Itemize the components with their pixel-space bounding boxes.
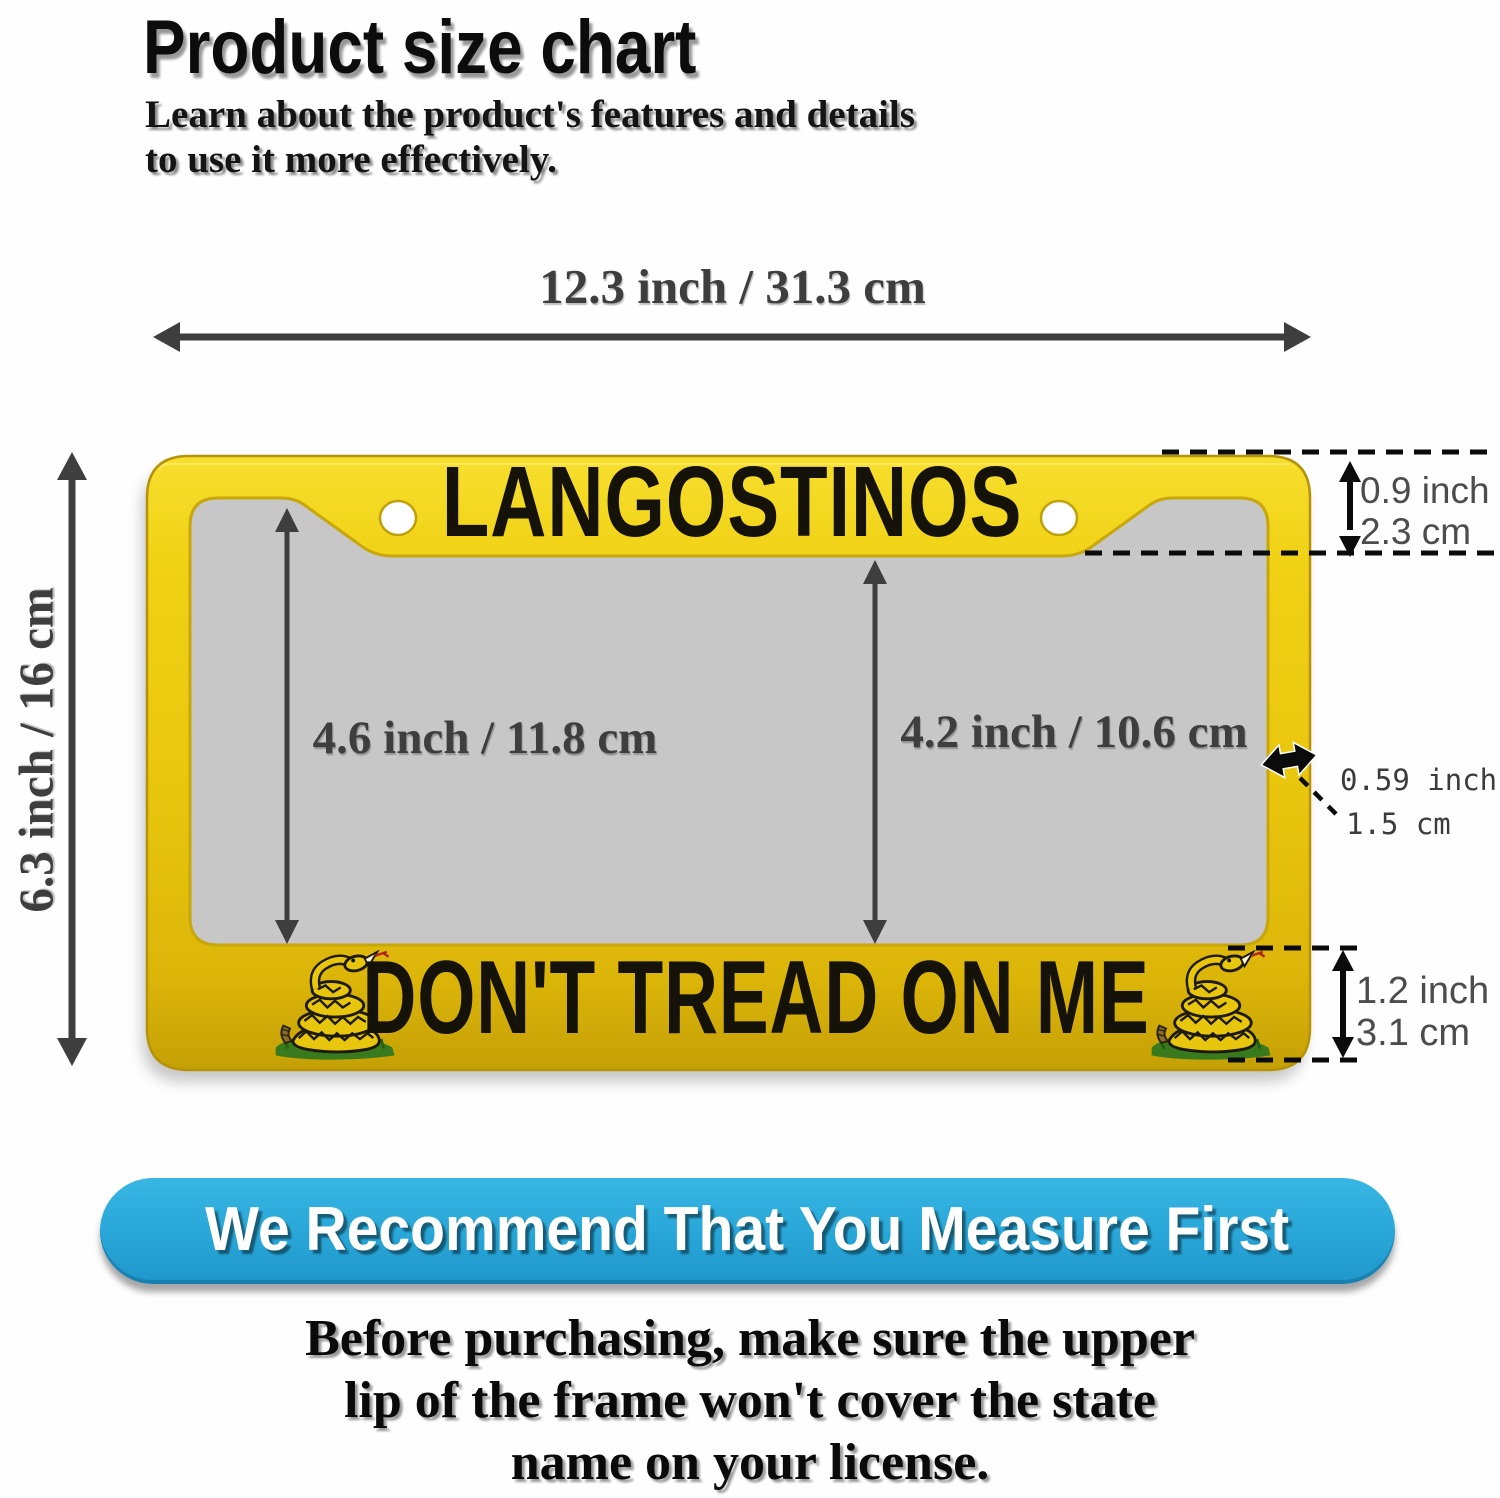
top-bar-label: 0.9 inch 2.3 cm <box>1360 470 1490 552</box>
purchase-note-line1: Before purchasing, make sure the upper <box>305 1310 1195 1367</box>
outer-width-arrow <box>153 322 1311 352</box>
plate-bottom-text: DON'T TREAD ON ME <box>362 940 1150 1056</box>
page-subtitle: Learn about the product's features and d… <box>145 92 915 182</box>
bottom-bar-cm: 3.1 cm <box>1356 1012 1471 1054</box>
inner-height-left-arrow <box>275 508 299 944</box>
page-title: Product size chart <box>143 5 697 90</box>
side-rail-label: 0.59 inch 1.5 cm <box>1340 758 1497 846</box>
side-rail-inch: 0.59 inch <box>1340 763 1498 797</box>
purchase-note-line2: lip of the frame won't cover the state <box>343 1372 1157 1429</box>
inner-height-right-arrow <box>863 560 887 944</box>
outer-height-arrow <box>57 452 87 1066</box>
side-rail-arrow-icon <box>1260 741 1318 779</box>
recommendation-banner-text: We Recommend That You Measure First <box>205 1195 1290 1264</box>
side-rail-callout <box>1260 741 1338 816</box>
screw-hole-left <box>378 499 418 537</box>
plate-top-text: LANGOSTINOS <box>441 446 1023 558</box>
side-rail-cm: 1.5 cm <box>1346 807 1451 841</box>
bottom-bar-arrow <box>1332 950 1354 1058</box>
purchase-note-line3: name on your license. <box>510 1434 990 1491</box>
top-bar-inch: 0.9 inch <box>1360 470 1490 511</box>
top-bar-cm: 2.3 cm <box>1360 511 1472 552</box>
outer-width-label: 12.3 inch / 31.3 cm <box>539 259 926 314</box>
frame-shadow <box>142 468 1305 1082</box>
screw-hole-right <box>1039 499 1079 537</box>
purchase-note: Before purchasing, make sure the upper l… <box>100 1308 1400 1494</box>
page-subtitle-line2: to use it more effectively. <box>145 138 557 181</box>
page-subtitle-line1: Learn about the product's features and d… <box>145 93 915 136</box>
bottom-bar-label: 1.2 inch 3.1 cm <box>1356 970 1489 1054</box>
recommendation-banner: We Recommend That You Measure First <box>100 1178 1395 1284</box>
outer-height-label: 6.3 inch / 16 cm <box>8 587 64 913</box>
inner-height-right-label: 4.2 inch / 10.6 cm <box>900 706 1248 758</box>
inner-height-left-label: 4.6 inch / 11.8 cm <box>312 712 658 764</box>
top-bar-arrow <box>1339 461 1361 557</box>
top-bar-callout <box>1085 449 1496 557</box>
license-plate-frame <box>145 454 1312 1072</box>
bottom-bar-inch: 1.2 inch <box>1356 970 1490 1012</box>
bottom-bar-callout <box>1228 945 1362 1063</box>
